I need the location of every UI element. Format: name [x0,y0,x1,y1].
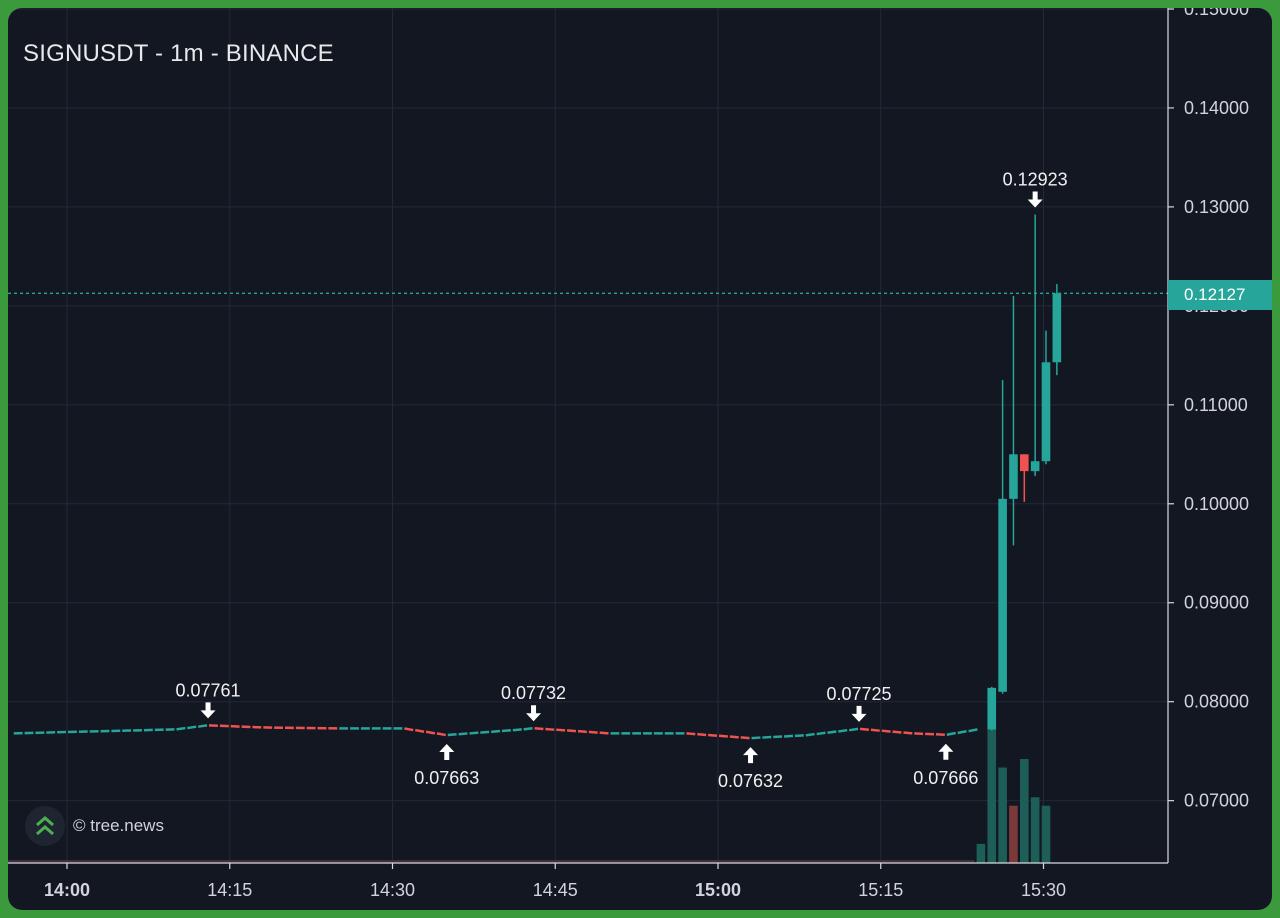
small-candle [686,732,696,736]
small-candle [534,726,544,731]
price-axis-label: 0.11000 [1184,395,1248,415]
small-candle [827,730,837,735]
small-candle [740,736,750,740]
small-candle [469,731,479,735]
annotation-high-label: 0.07732 [501,683,566,703]
price-axis-label: 0.08000 [1184,692,1249,712]
small-candle [697,732,707,737]
small-candle [501,728,511,733]
arrow-up-icon [439,744,455,761]
annotation-high-label: 0.07761 [176,680,241,700]
time-axis-label: 15:30 [1021,880,1066,900]
small-candle [762,735,772,739]
small-candle [425,730,436,735]
volume-bar [976,843,986,863]
volume-bar [1009,805,1018,863]
small-candle [751,736,761,740]
price-axis-label: 0.13000 [1184,197,1249,217]
small-candle [491,729,501,734]
time-axis-label: 14:00 [44,880,90,900]
time-axis-label: 14:45 [533,880,578,900]
small-candle [556,728,566,732]
arrow-up-icon [743,747,759,764]
small-candle [718,734,728,738]
price-axis-label: 0.15000 [1184,8,1249,19]
annotation-low-label: 0.07632 [718,771,783,791]
time-axis-label: 15:00 [695,880,741,900]
small-candle [447,732,457,737]
small-candle [404,727,414,732]
candle-body [1041,362,1051,462]
small-candle [794,734,804,738]
volume-bar [1041,805,1051,863]
small-candle [577,729,587,734]
watermark: © tree.news [25,805,164,847]
small-candle [523,726,533,731]
time-axis-label: 14:15 [207,880,252,900]
small-candle [838,728,848,733]
small-candle [957,729,967,735]
volume-bar [1030,797,1040,863]
small-candle [588,730,598,734]
annotation-low-label: 0.07663 [414,768,479,788]
last-price-tag: 0.12127 [1168,280,1272,310]
arrow-down-icon [200,702,216,719]
small-candle [545,727,555,731]
small-candle [436,732,446,737]
small-candle [870,728,880,732]
time-axis-label: 14:30 [370,880,415,900]
price-axis-label: 0.09000 [1184,593,1249,613]
candle-body [1030,461,1040,472]
small-candle [903,731,913,735]
candle-body [998,498,1007,692]
small-candle [784,734,794,738]
candle-body [1009,454,1018,499]
small-candle [946,731,956,736]
small-candle [892,730,902,734]
small-candle [458,732,468,736]
watermark-text: © tree.news [73,816,164,835]
small-candle [176,726,186,731]
annotation-high-label: 0.07725 [827,684,892,704]
price-chart[interactable]: 0.07761 0.07663 0.07732 0.07632 0.07725 0.076… [8,8,1272,910]
annotation-high-label: 0.12923 [1003,170,1068,190]
small-candle [187,725,197,730]
volume-bar [987,693,997,863]
arrow-down-icon [851,705,867,722]
price-axis-label: 0.14000 [1184,98,1249,118]
volume-bar [1020,759,1029,863]
candle-body [1020,454,1029,472]
annotation-low-label: 0.07666 [913,768,978,788]
small-candle [773,735,783,739]
small-candle [816,731,826,736]
small-candle [729,735,739,739]
arrow-down-icon [526,705,542,722]
small-candle [849,727,859,732]
small-candle [968,728,978,733]
volume-bar-baseline [8,860,975,863]
arrow-up-icon [938,743,954,760]
candle-body [987,687,997,730]
small-candle [198,724,208,728]
small-candle [859,727,870,732]
small-candle [512,728,522,732]
small-candle [805,732,815,737]
chart-title: SIGNUSDT - 1m - BINANCE [23,40,334,67]
time-axis-label: 15:15 [858,880,903,900]
arrow-down-icon [1027,191,1043,208]
chart-frame: 0.07761 0.07663 0.07732 0.07632 0.07725 0.076… [8,8,1272,910]
price-axis-label: 0.07000 [1184,791,1249,811]
double-chevron-up-icon [25,806,65,846]
volume-bar [998,767,1007,863]
candle-body [1052,293,1062,363]
small-candle [566,729,577,733]
small-candle [414,728,425,733]
small-candle [881,729,891,733]
small-candle [480,730,490,734]
small-candle [599,731,609,735]
price-axis-label: 0.10000 [1184,494,1249,514]
small-candle [708,733,718,737]
